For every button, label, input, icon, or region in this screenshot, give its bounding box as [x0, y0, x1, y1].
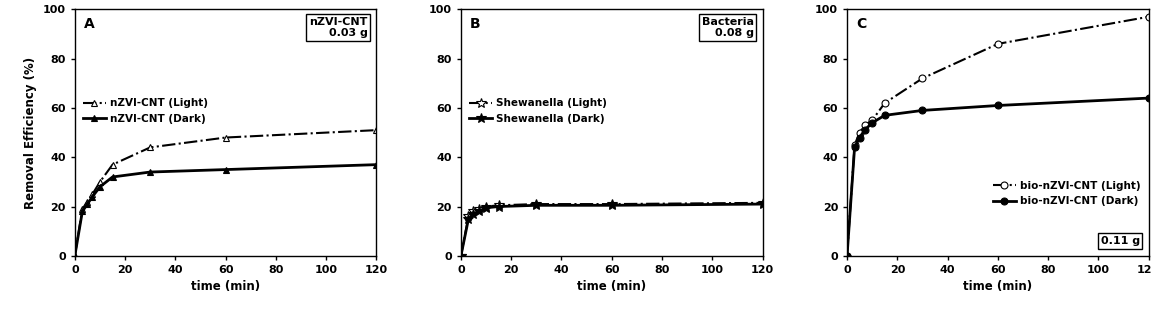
- bio-nZVI-CNT (Light): [991, 42, 1005, 46]
- Text: Bacteria
0.08 g: Bacteria 0.08 g: [701, 17, 754, 38]
- Text: nZVI-CNT
0.03 g: nZVI-CNT 0.03 g: [308, 17, 367, 38]
- nZVI-CNT (Light): [369, 128, 383, 132]
- Shewanella (Light): [466, 210, 480, 213]
- Shewanella (Light): [529, 202, 543, 206]
- nZVI-CNT (Dark): [93, 185, 107, 189]
- nZVI-CNT (Light): [85, 192, 99, 196]
- nZVI-CNT (Light): [76, 207, 90, 211]
- Text: 0.11 g: 0.11 g: [1100, 236, 1139, 246]
- nZVI-CNT (Light): [93, 180, 107, 184]
- Shewanella (Light): [479, 205, 493, 208]
- bio-nZVI-CNT (Dark): [878, 114, 892, 117]
- nZVI-CNT (Dark): [76, 210, 90, 213]
- Text: C: C: [856, 17, 867, 31]
- Legend: Shewanella (Light), Shewanella (Dark): Shewanella (Light), Shewanella (Dark): [470, 98, 607, 124]
- nZVI-CNT (Dark): [85, 195, 99, 198]
- Text: B: B: [470, 17, 481, 31]
- Shewanella (Dark): [453, 254, 467, 258]
- bio-nZVI-CNT (Light): [1142, 15, 1151, 19]
- Shewanella (Dark): [756, 202, 770, 206]
- Shewanella (Light): [472, 207, 486, 211]
- nZVI-CNT (Dark): [219, 168, 233, 172]
- bio-nZVI-CNT (Dark): [840, 254, 854, 258]
- Shewanella (Dark): [466, 212, 480, 216]
- bio-nZVI-CNT (Light): [853, 131, 867, 134]
- X-axis label: time (min): time (min): [963, 280, 1032, 293]
- Line: Shewanella (Light): Shewanella (Light): [456, 198, 768, 261]
- nZVI-CNT (Dark): [68, 254, 82, 258]
- Legend: nZVI-CNT (Light), nZVI-CNT (Dark): nZVI-CNT (Light), nZVI-CNT (Dark): [83, 98, 208, 124]
- Line: nZVI-CNT (Dark): nZVI-CNT (Dark): [71, 161, 380, 259]
- bio-nZVI-CNT (Dark): [915, 109, 929, 112]
- bio-nZVI-CNT (Light): [866, 119, 879, 122]
- nZVI-CNT (Light): [68, 254, 82, 258]
- bio-nZVI-CNT (Dark): [853, 136, 867, 139]
- Shewanella (Light): [756, 201, 770, 205]
- nZVI-CNT (Dark): [369, 163, 383, 167]
- Shewanella (Light): [491, 203, 505, 207]
- Shewanella (Dark): [529, 203, 543, 207]
- bio-nZVI-CNT (Dark): [857, 128, 871, 132]
- X-axis label: time (min): time (min): [577, 280, 647, 293]
- Shewanella (Light): [605, 202, 619, 206]
- Shewanella (Light): [462, 215, 475, 218]
- Line: Shewanella (Dark): Shewanella (Dark): [456, 199, 768, 261]
- nZVI-CNT (Light): [81, 200, 94, 203]
- nZVI-CNT (Dark): [81, 202, 94, 206]
- bio-nZVI-CNT (Light): [857, 123, 871, 127]
- bio-nZVI-CNT (Light): [847, 143, 861, 147]
- Y-axis label: Removal Efficiency (%): Removal Efficiency (%): [24, 56, 37, 209]
- nZVI-CNT (Dark): [106, 175, 120, 179]
- Line: bio-nZVI-CNT (Light): bio-nZVI-CNT (Light): [844, 13, 1151, 259]
- Legend: bio-nZVI-CNT (Light), bio-nZVI-CNT (Dark): bio-nZVI-CNT (Light), bio-nZVI-CNT (Dark…: [993, 181, 1141, 206]
- bio-nZVI-CNT (Dark): [1142, 96, 1151, 100]
- Line: bio-nZVI-CNT (Dark): bio-nZVI-CNT (Dark): [844, 95, 1151, 259]
- nZVI-CNT (Light): [219, 136, 233, 139]
- Shewanella (Dark): [605, 203, 619, 207]
- bio-nZVI-CNT (Light): [878, 101, 892, 105]
- bio-nZVI-CNT (Light): [840, 254, 854, 258]
- Line: nZVI-CNT (Light): nZVI-CNT (Light): [71, 127, 380, 259]
- bio-nZVI-CNT (Light): [915, 76, 929, 80]
- bio-nZVI-CNT (Dark): [991, 104, 1005, 107]
- Text: A: A: [84, 17, 94, 31]
- nZVI-CNT (Light): [144, 145, 158, 149]
- nZVI-CNT (Light): [106, 163, 120, 167]
- bio-nZVI-CNT (Dark): [847, 145, 861, 149]
- nZVI-CNT (Dark): [144, 170, 158, 174]
- Shewanella (Dark): [479, 206, 493, 210]
- Shewanella (Light): [453, 254, 467, 258]
- Shewanella (Dark): [462, 217, 475, 221]
- bio-nZVI-CNT (Dark): [866, 121, 879, 124]
- Shewanella (Dark): [472, 210, 486, 213]
- Shewanella (Dark): [491, 205, 505, 208]
- X-axis label: time (min): time (min): [191, 280, 260, 293]
